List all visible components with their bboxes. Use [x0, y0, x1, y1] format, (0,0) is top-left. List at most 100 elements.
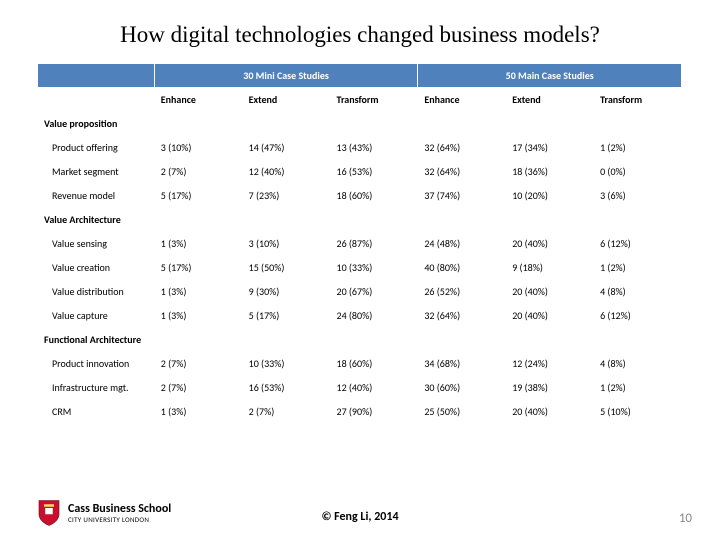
- data-cell: 24 (48%): [418, 232, 506, 256]
- data-cell: 3 (6%): [594, 184, 682, 208]
- row-label: Value capture: [38, 304, 154, 328]
- data-cell: 5 (17%): [242, 304, 330, 328]
- logo-main: Cass Business School: [68, 503, 171, 516]
- data-cell: 2 (7%): [154, 352, 242, 376]
- table-row: Value distribution1 (3%)9 (30%)20 (67%) 2…: [38, 280, 682, 304]
- row-label: CRM: [38, 400, 154, 424]
- data-cell: 6 (12%): [594, 304, 682, 328]
- data-cell: 25 (50%): [418, 400, 506, 424]
- row-label: Market segment: [38, 160, 154, 184]
- data-cell: 10 (20%): [506, 184, 594, 208]
- data-cell: 9 (30%): [242, 280, 330, 304]
- data-cell: 3 (10%): [242, 232, 330, 256]
- data-cell: 40 (80%): [418, 256, 506, 280]
- data-table: 30 Mini Case Studies 50 Main Case Studie…: [38, 64, 682, 424]
- data-cell: 30 (60%): [418, 376, 506, 400]
- data-cell: 20 (40%): [506, 400, 594, 424]
- data-cell: 19 (38%): [506, 376, 594, 400]
- table-row: Product offering3 (10%)14 (47%)13 (43%)3…: [38, 136, 682, 160]
- table-row: Value capture1 (3%)5 (17%)24 (80%)32 (64…: [38, 304, 682, 328]
- data-cell: 5 (10%): [594, 400, 682, 424]
- data-cell: 16 (53%): [242, 376, 330, 400]
- table-row: Revenue model5 (17%)7 (23%)18 (60%)37 (7…: [38, 184, 682, 208]
- data-cell: 26 (87%): [330, 232, 418, 256]
- page-title: How digital technologies changed busines…: [0, 0, 720, 64]
- column-header: Transform: [594, 88, 682, 112]
- empty-cell: [330, 208, 418, 232]
- data-cell: 27 (90%): [330, 400, 418, 424]
- data-cell: 24 (80%): [330, 304, 418, 328]
- data-cell: 34 (68%): [418, 352, 506, 376]
- data-cell: 12 (40%): [330, 376, 418, 400]
- data-cell: 0 (0%): [594, 160, 682, 184]
- empty-cell: [418, 208, 506, 232]
- empty-cell: [154, 328, 242, 352]
- empty-cell: [242, 112, 330, 136]
- row-label: Infrastructure mgt.: [38, 376, 154, 400]
- empty-cell: [242, 328, 330, 352]
- crest-icon: [36, 498, 62, 528]
- empty-cell: [418, 112, 506, 136]
- column-header: Extend: [506, 88, 594, 112]
- page-number: 10: [679, 511, 700, 528]
- logo-sub: CITY UNIVERSITY LONDON: [68, 516, 171, 524]
- data-cell: 4 (8%): [594, 280, 682, 304]
- empty-cell: [594, 208, 682, 232]
- data-cell: 1 (3%): [154, 280, 242, 304]
- data-cell: 32 (64%): [418, 304, 506, 328]
- empty-cell: [242, 208, 330, 232]
- empty-cell: [154, 112, 242, 136]
- data-cell: 10 (33%): [330, 256, 418, 280]
- section-label: Functional Architecture: [38, 328, 154, 352]
- data-cell: 4 (8%): [594, 352, 682, 376]
- blank-cell: [38, 88, 154, 112]
- row-label: Value distribution: [38, 280, 154, 304]
- empty-cell: [154, 208, 242, 232]
- data-cell: 3 (10%): [154, 136, 242, 160]
- row-label: Product offering: [38, 136, 154, 160]
- data-cell: 20 (40%): [506, 280, 594, 304]
- data-cell: 2 (7%): [242, 400, 330, 424]
- empty-cell: [594, 328, 682, 352]
- data-cell: 14 (47%): [242, 136, 330, 160]
- section-row: Functional Architecture: [38, 328, 682, 352]
- blank-header: [38, 64, 154, 88]
- data-cell: 18 (36%): [506, 160, 594, 184]
- data-cell: 9 (18%): [506, 256, 594, 280]
- data-cell: 2 (7%): [154, 160, 242, 184]
- data-cell: 2 (7%): [154, 376, 242, 400]
- data-cell: 32 (64%): [418, 160, 506, 184]
- data-cell: 1 (3%): [154, 232, 242, 256]
- data-cell: 1 (2%): [594, 136, 682, 160]
- data-cell: 5 (17%): [154, 256, 242, 280]
- data-cell: 1 (2%): [594, 256, 682, 280]
- logo-text: Cass Business School CITY UNIVERSITY LON…: [68, 503, 171, 524]
- empty-cell: [506, 208, 594, 232]
- row-label: Revenue model: [38, 184, 154, 208]
- section-label: Value Architecture: [38, 208, 154, 232]
- data-cell: 18 (60%): [330, 184, 418, 208]
- empty-cell: [418, 328, 506, 352]
- data-cell: 20 (67%): [330, 280, 418, 304]
- data-cell: 1 (2%): [594, 376, 682, 400]
- table-row: Value creation5 (17%)15 (50%)10 (33%)40 …: [38, 256, 682, 280]
- group-header-2: 50 Main Case Studies: [418, 64, 682, 88]
- data-cell: 15 (50%): [242, 256, 330, 280]
- table-row: Market segment2 (7%)12 (40%)16 (53%)32 (…: [38, 160, 682, 184]
- data-cell: 20 (40%): [506, 232, 594, 256]
- data-cell: 7 (23%): [242, 184, 330, 208]
- empty-cell: [594, 112, 682, 136]
- data-cell: 16 (53%): [330, 160, 418, 184]
- data-cell: 32 (64%): [418, 136, 506, 160]
- data-cell: 18 (60%): [330, 352, 418, 376]
- logo: Cass Business School CITY UNIVERSITY LON…: [36, 498, 171, 528]
- data-cell: 13 (43%): [330, 136, 418, 160]
- table-row: Value sensing1 (3%)3 (10%)26 (87%)24 (48…: [38, 232, 682, 256]
- row-label: Value creation: [38, 256, 154, 280]
- table-container: 30 Mini Case Studies 50 Main Case Studie…: [0, 64, 720, 424]
- data-cell: 1 (3%): [154, 400, 242, 424]
- data-cell: 12 (40%): [242, 160, 330, 184]
- footer: Cass Business School CITY UNIVERSITY LON…: [0, 498, 720, 532]
- column-header: Transform: [330, 88, 418, 112]
- data-cell: 20 (40%): [506, 304, 594, 328]
